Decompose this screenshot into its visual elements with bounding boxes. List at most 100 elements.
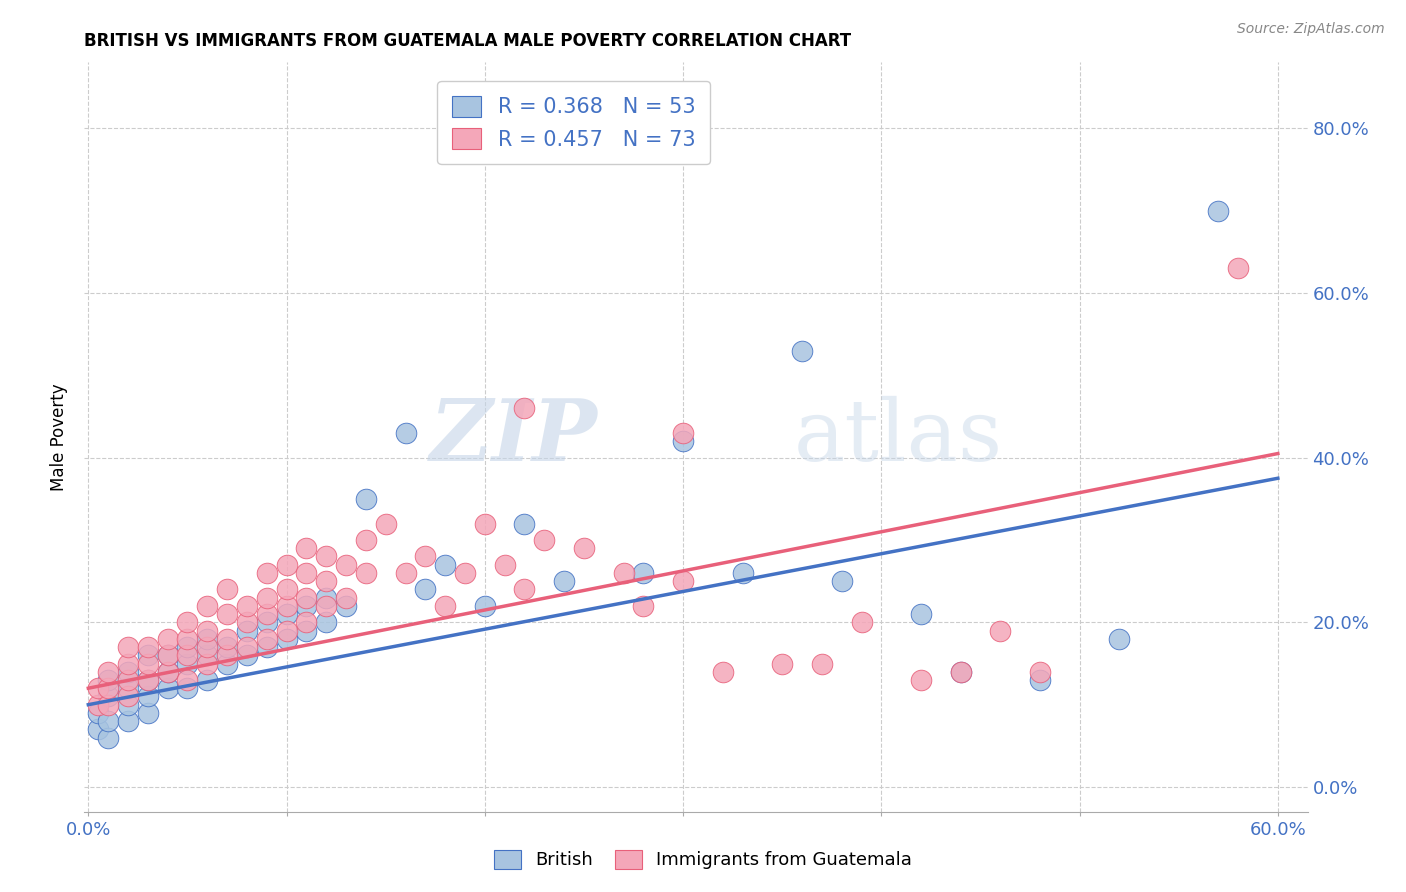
British [136, 673, 159, 687]
Immigrants from Guatemala [454, 566, 477, 580]
Y-axis label: Male Poverty: Male Poverty [51, 384, 69, 491]
Immigrants from Guatemala [949, 665, 972, 679]
Immigrants from Guatemala [136, 673, 159, 687]
British [117, 665, 139, 679]
British [790, 343, 813, 358]
Immigrants from Guatemala [295, 541, 318, 556]
Text: BRITISH VS IMMIGRANTS FROM GUATEMALA MALE POVERTY CORRELATION CHART: BRITISH VS IMMIGRANTS FROM GUATEMALA MAL… [84, 32, 852, 50]
British [295, 599, 318, 613]
British [176, 640, 198, 654]
British [731, 566, 754, 580]
British [97, 690, 120, 704]
Immigrants from Guatemala [533, 533, 555, 547]
British [236, 624, 259, 638]
Immigrants from Guatemala [117, 657, 139, 671]
Immigrants from Guatemala [217, 607, 239, 621]
Immigrants from Guatemala [295, 615, 318, 630]
Text: atlas: atlas [794, 395, 1002, 479]
British [87, 706, 110, 720]
Immigrants from Guatemala [276, 558, 298, 572]
Immigrants from Guatemala [711, 665, 734, 679]
Immigrants from Guatemala [156, 648, 179, 663]
Immigrants from Guatemala [176, 648, 198, 663]
British [256, 615, 278, 630]
Immigrants from Guatemala [374, 516, 396, 531]
British [256, 640, 278, 654]
Immigrants from Guatemala [176, 673, 198, 687]
Immigrants from Guatemala [315, 599, 337, 613]
Immigrants from Guatemala [394, 566, 416, 580]
British [831, 574, 853, 589]
Immigrants from Guatemala [513, 582, 536, 597]
British [176, 657, 198, 671]
Immigrants from Guatemala [236, 640, 259, 654]
Legend: R = 0.368   N = 53, R = 0.457   N = 73: R = 0.368 N = 53, R = 0.457 N = 73 [437, 81, 710, 164]
British [156, 648, 179, 663]
Immigrants from Guatemala [195, 657, 218, 671]
British [97, 673, 120, 687]
Immigrants from Guatemala [217, 632, 239, 646]
British [97, 714, 120, 728]
Immigrants from Guatemala [136, 640, 159, 654]
British [394, 425, 416, 440]
Immigrants from Guatemala [354, 533, 377, 547]
Immigrants from Guatemala [513, 401, 536, 416]
Immigrants from Guatemala [276, 582, 298, 597]
British [195, 632, 218, 646]
British [335, 599, 357, 613]
British [136, 706, 159, 720]
Immigrants from Guatemala [87, 698, 110, 712]
British [513, 516, 536, 531]
Immigrants from Guatemala [256, 607, 278, 621]
Immigrants from Guatemala [1227, 261, 1250, 276]
Immigrants from Guatemala [97, 698, 120, 712]
British [434, 558, 457, 572]
Immigrants from Guatemala [176, 615, 198, 630]
British [1208, 203, 1230, 218]
British [136, 648, 159, 663]
Immigrants from Guatemala [136, 657, 159, 671]
Immigrants from Guatemala [256, 591, 278, 605]
British [1029, 673, 1052, 687]
British [217, 657, 239, 671]
British [415, 582, 437, 597]
Immigrants from Guatemala [156, 665, 179, 679]
Immigrants from Guatemala [415, 549, 437, 564]
Immigrants from Guatemala [97, 681, 120, 696]
British [315, 591, 337, 605]
British [217, 640, 239, 654]
Immigrants from Guatemala [295, 591, 318, 605]
British [156, 681, 179, 696]
Immigrants from Guatemala [434, 599, 457, 613]
British [87, 723, 110, 737]
British [672, 434, 695, 449]
Immigrants from Guatemala [97, 665, 120, 679]
British [176, 681, 198, 696]
Immigrants from Guatemala [315, 549, 337, 564]
British [195, 648, 218, 663]
Immigrants from Guatemala [217, 582, 239, 597]
Immigrants from Guatemala [910, 673, 932, 687]
Immigrants from Guatemala [354, 566, 377, 580]
Immigrants from Guatemala [217, 648, 239, 663]
Immigrants from Guatemala [1029, 665, 1052, 679]
Immigrants from Guatemala [156, 632, 179, 646]
Immigrants from Guatemala [474, 516, 496, 531]
British [195, 673, 218, 687]
Immigrants from Guatemala [988, 624, 1011, 638]
Immigrants from Guatemala [335, 591, 357, 605]
Immigrants from Guatemala [176, 632, 198, 646]
Immigrants from Guatemala [276, 624, 298, 638]
British [1108, 632, 1130, 646]
Immigrants from Guatemala [256, 632, 278, 646]
Immigrants from Guatemala [335, 558, 357, 572]
Immigrants from Guatemala [117, 640, 139, 654]
British [117, 714, 139, 728]
Immigrants from Guatemala [276, 599, 298, 613]
Text: Source: ZipAtlas.com: Source: ZipAtlas.com [1237, 22, 1385, 37]
British [633, 566, 655, 580]
British [156, 665, 179, 679]
Immigrants from Guatemala [195, 599, 218, 613]
British [315, 615, 337, 630]
Immigrants from Guatemala [195, 640, 218, 654]
